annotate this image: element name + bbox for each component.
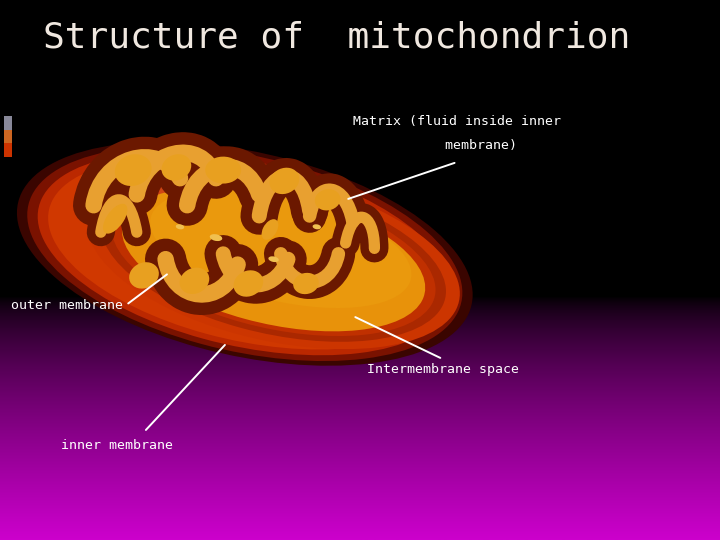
Text: membrane): membrane) xyxy=(397,139,517,152)
Ellipse shape xyxy=(103,204,127,234)
Bar xyxy=(4,143,12,157)
Ellipse shape xyxy=(17,142,472,366)
Ellipse shape xyxy=(87,169,460,349)
Ellipse shape xyxy=(269,168,300,194)
Ellipse shape xyxy=(122,187,426,332)
Ellipse shape xyxy=(312,224,321,230)
Ellipse shape xyxy=(210,234,222,241)
Ellipse shape xyxy=(205,157,241,184)
Ellipse shape xyxy=(179,268,210,294)
Ellipse shape xyxy=(114,154,152,186)
Text: Matrix (fluid inside inner: Matrix (fluid inside inner xyxy=(354,115,561,128)
Ellipse shape xyxy=(293,273,319,294)
Ellipse shape xyxy=(27,146,462,361)
Ellipse shape xyxy=(102,177,446,342)
Bar xyxy=(4,116,12,130)
Ellipse shape xyxy=(80,167,266,248)
Ellipse shape xyxy=(116,176,402,288)
Ellipse shape xyxy=(91,196,183,236)
Ellipse shape xyxy=(161,154,192,180)
Ellipse shape xyxy=(315,189,341,211)
Ellipse shape xyxy=(176,224,184,230)
Ellipse shape xyxy=(150,189,411,308)
Text: inner membrane: inner membrane xyxy=(61,439,174,452)
Ellipse shape xyxy=(129,262,159,288)
Text: Intermembrane space: Intermembrane space xyxy=(366,363,519,376)
Ellipse shape xyxy=(269,256,279,262)
Ellipse shape xyxy=(112,183,436,336)
Ellipse shape xyxy=(37,152,452,355)
Ellipse shape xyxy=(261,219,279,240)
Text: Structure of  mitochondrion: Structure of mitochondrion xyxy=(43,21,631,55)
Bar xyxy=(4,130,12,143)
Text: outer membrane: outer membrane xyxy=(11,299,123,312)
Ellipse shape xyxy=(48,158,441,349)
Ellipse shape xyxy=(233,271,264,296)
